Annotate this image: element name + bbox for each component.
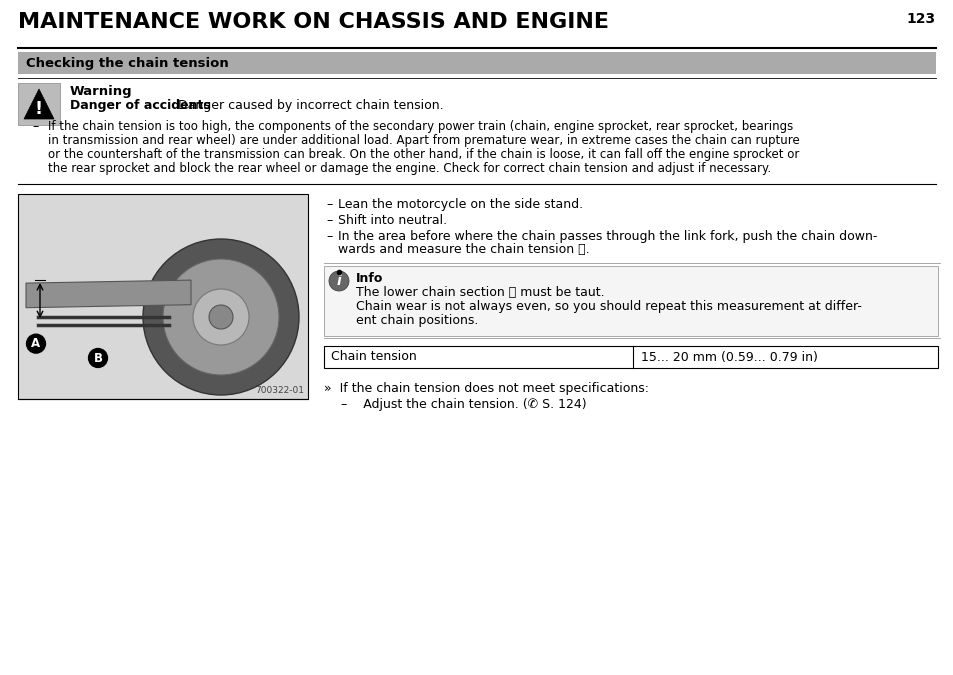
Bar: [324, 266, 937, 336]
Text: –: –: [32, 120, 38, 133]
Text: Warning: Warning: [70, 85, 132, 98]
Text: Chain wear is not always even, so you should repeat this measurement at differ-: Chain wear is not always even, so you sh…: [355, 300, 861, 313]
Text: 123: 123: [906, 12, 935, 26]
Text: In the area before where the chain passes through the link fork, push the chain : In the area before where the chain passe…: [337, 230, 877, 243]
Text: MAINTENANCE WORK ON CHASSIS AND ENGINE: MAINTENANCE WORK ON CHASSIS AND ENGINE: [18, 12, 608, 32]
Text: wards and measure the chain tension Ⓐ.: wards and measure the chain tension Ⓐ.: [337, 243, 589, 256]
Text: i: i: [336, 274, 341, 288]
Circle shape: [193, 289, 249, 345]
Text: –    Adjust the chain tension. (✆ S. 124): – Adjust the chain tension. (✆ S. 124): [340, 398, 586, 411]
Text: –: –: [326, 214, 332, 227]
Text: the rear sprocket and block the rear wheel or damage the engine. Check for corre: the rear sprocket and block the rear whe…: [48, 162, 770, 175]
Polygon shape: [26, 280, 191, 308]
Circle shape: [143, 239, 298, 395]
Text: Shift into neutral.: Shift into neutral.: [337, 214, 447, 227]
Text: Chain tension: Chain tension: [331, 350, 416, 364]
Text: –: –: [326, 198, 332, 211]
Bar: [18, 194, 308, 399]
Text: The lower chain section Ⓑ must be taut.: The lower chain section Ⓑ must be taut.: [355, 286, 604, 299]
Text: !: !: [35, 100, 43, 118]
Text: Danger caused by incorrect chain tension.: Danger caused by incorrect chain tension…: [178, 99, 443, 112]
Text: or the countershaft of the transmission can break. On the other hand, if the cha: or the countershaft of the transmission …: [48, 148, 799, 161]
Text: Lean the motorcycle on the side stand.: Lean the motorcycle on the side stand.: [337, 198, 582, 211]
Bar: [18, 83, 60, 125]
Text: in transmission and rear wheel) are under additional load. Apart from premature : in transmission and rear wheel) are unde…: [48, 134, 799, 147]
Text: B: B: [93, 352, 102, 364]
Circle shape: [163, 259, 278, 375]
Circle shape: [329, 271, 349, 291]
Text: A: A: [31, 337, 41, 350]
Text: »  If the chain tension does not meet specifications:: » If the chain tension does not meet spe…: [324, 382, 648, 395]
Text: Info: Info: [355, 272, 383, 285]
Text: –: –: [326, 230, 332, 243]
Text: ent chain positions.: ent chain positions.: [355, 314, 477, 327]
Text: If the chain tension is too high, the components of the secondary power train (c: If the chain tension is too high, the co…: [48, 120, 792, 133]
Text: Danger of accidents: Danger of accidents: [70, 99, 211, 112]
Bar: [324, 346, 937, 368]
Text: 700322-01: 700322-01: [254, 386, 304, 395]
Polygon shape: [24, 89, 54, 119]
Text: Checking the chain tension: Checking the chain tension: [26, 57, 229, 70]
Text: 15... 20 mm (0.59... 0.79 in): 15... 20 mm (0.59... 0.79 in): [640, 350, 817, 364]
Bar: [18, 52, 935, 74]
Circle shape: [209, 305, 233, 329]
